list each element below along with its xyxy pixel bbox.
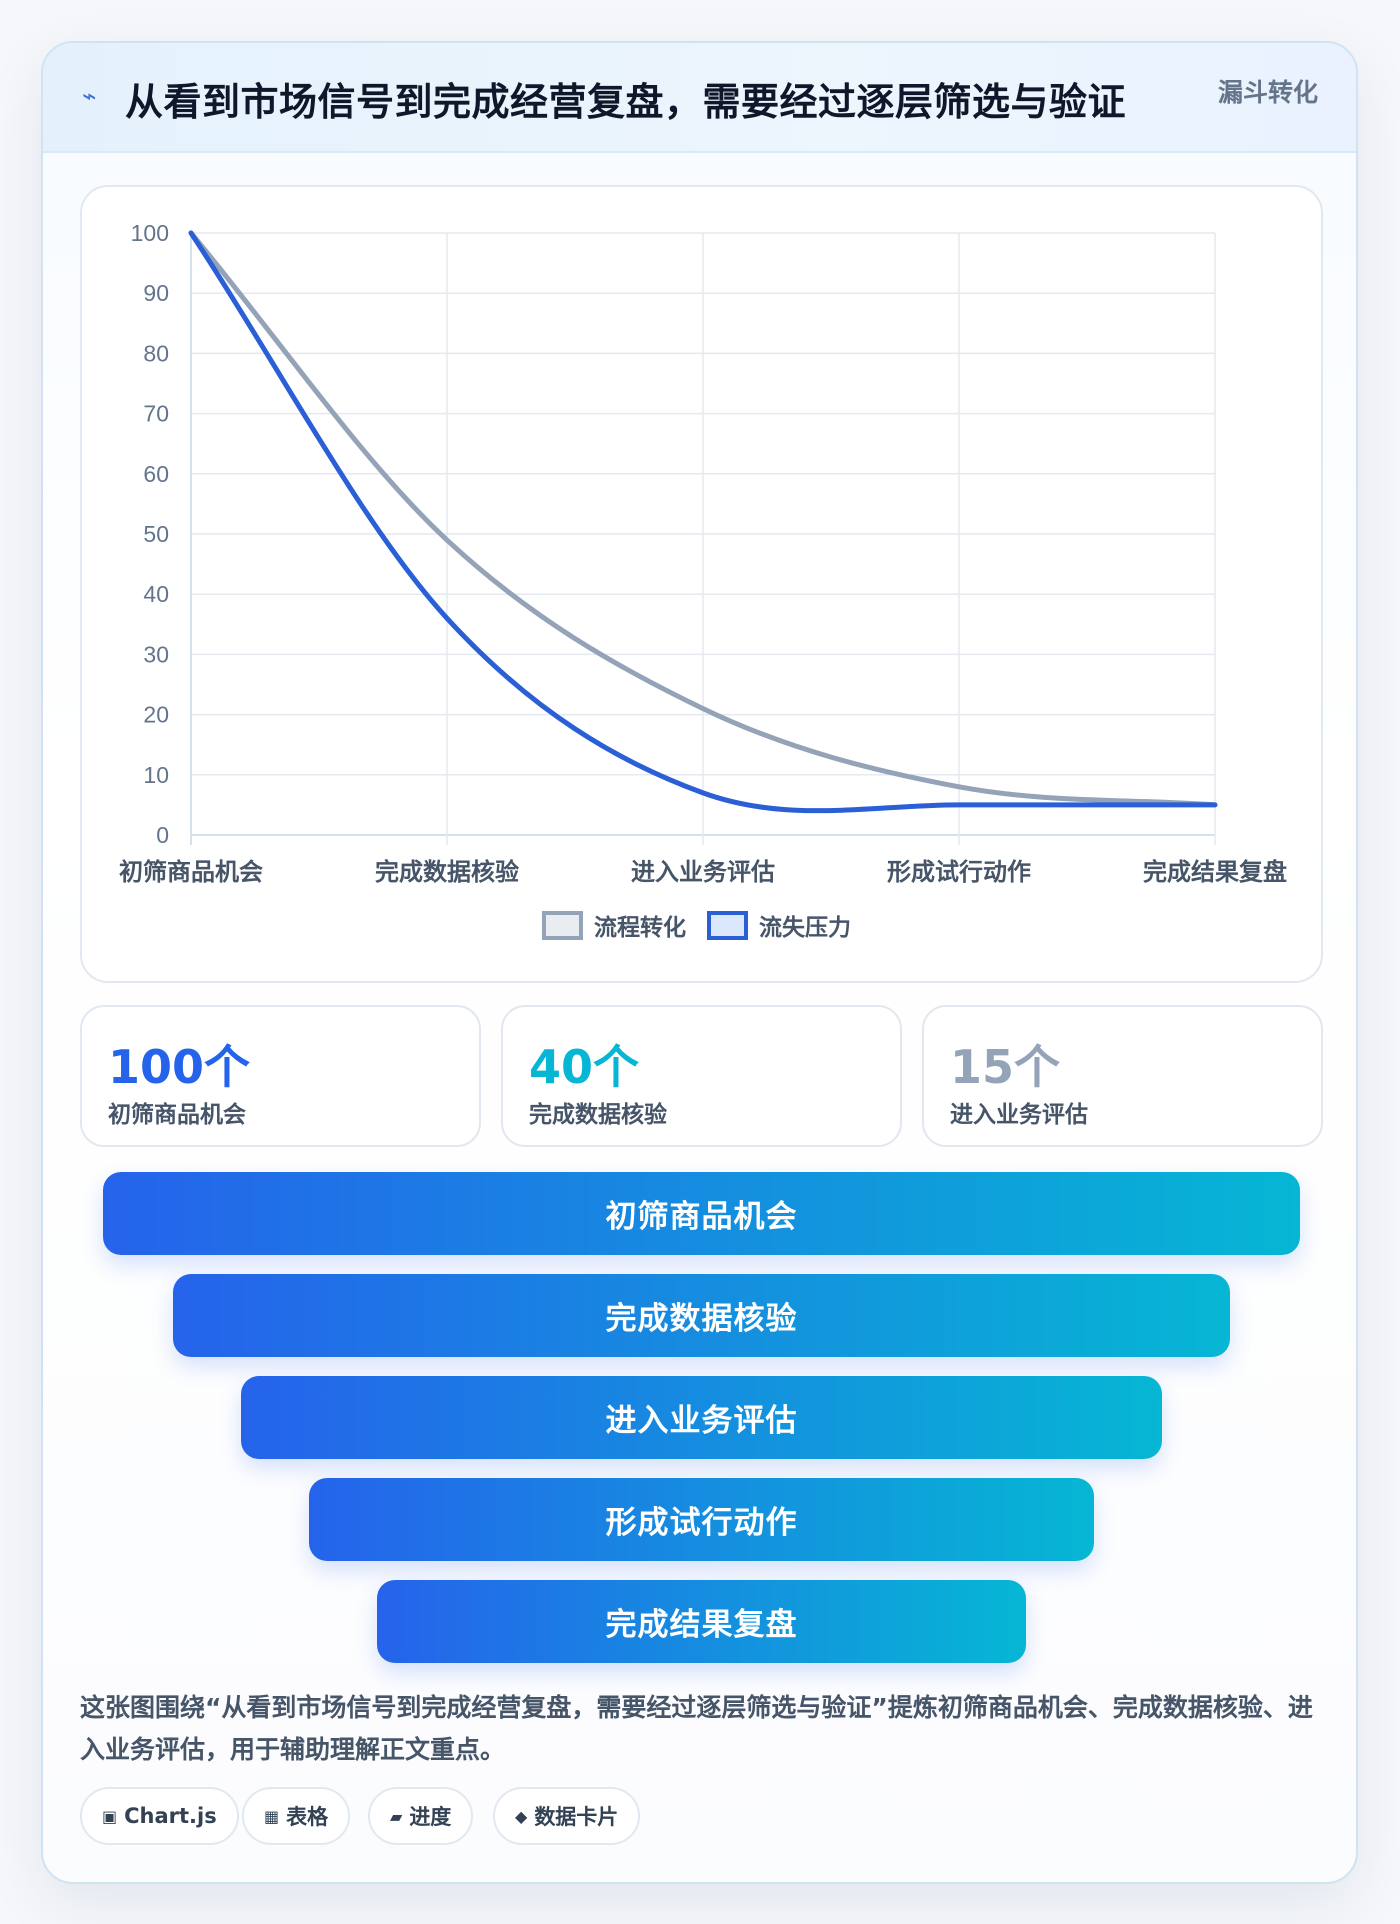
card-header: ⌁ 从看到市场信号到完成经营复盘，需要经过逐层筛选与验证 漏斗转化 <box>43 43 1356 153</box>
y-tick-label: 0 <box>156 822 169 848</box>
y-tick-label: 40 <box>143 581 169 607</box>
x-tick-label: 完成结果复盘 <box>1143 858 1287 886</box>
funnel-stage: 形成试行动作 <box>309 1478 1094 1561</box>
infographic-card: ⌁ 从看到市场信号到完成经营复盘，需要经过逐层筛选与验证 漏斗转化 0 10 20 3… <box>41 41 1358 1884</box>
progress-icon: ▰ <box>390 1806 403 1826</box>
lightning-icon: ⌁ <box>82 82 97 110</box>
category-tag: 漏斗转化 <box>1217 78 1318 107</box>
y-tick-label: 90 <box>143 280 169 306</box>
tag-label: Chart.js <box>124 1804 217 1828</box>
y-tick-label: 10 <box>143 762 169 788</box>
y-tick-label: 50 <box>143 521 169 547</box>
legend-label: 流程转化 <box>594 914 686 941</box>
stat-card: 40个 完成数据核验 <box>501 1005 902 1147</box>
funnel-stage: 完成结果复盘 <box>377 1580 1026 1663</box>
chart-icon: ▣ <box>102 1806 118 1826</box>
tag-progress[interactable]: ▰ 进度 <box>368 1787 474 1845</box>
summary-text: 这张图围绕“从看到市场信号到完成经营复盘，需要经过逐层筛选与验证”提炼初筛商品机… <box>80 1693 1313 1764</box>
legend-swatch <box>707 911 748 940</box>
line-chart: 0 10 20 30 40 50 60 70 80 90 100 初筛商品机会 完成数据核验 进入业务评估… <box>119 220 1287 941</box>
stat-label: 初筛商品机会 <box>108 1102 246 1128</box>
funnel-stage: 完成数据核验 <box>173 1274 1230 1357</box>
chart-panel: 0 10 20 30 40 50 60 70 80 90 100 初筛商品机会 完成数据核验 进入业务评估… <box>80 185 1323 983</box>
y-tick-label: 80 <box>143 340 169 366</box>
y-tick-label: 30 <box>143 641 169 667</box>
legend-label: 流失压力 <box>759 914 851 941</box>
stat-cards: 100个 初筛商品机会 40个 完成数据核验 15个 进入业务评估 <box>80 1005 1323 1147</box>
funnel-stage: 进入业务评估 <box>241 1376 1162 1459</box>
y-tick-label: 20 <box>143 702 169 728</box>
y-tick-label: 70 <box>143 401 169 427</box>
x-tick-label: 初筛商品机会 <box>119 858 263 886</box>
stat-label: 进入业务评估 <box>950 1102 1088 1128</box>
series-line <box>188 230 1218 808</box>
tag-label: 数据卡片 <box>534 1805 619 1829</box>
tag-label: 表格 <box>286 1805 329 1829</box>
legend-swatch <box>542 911 583 940</box>
diamond-icon: ◆ <box>515 1806 528 1826</box>
funnel-stage: 初筛商品机会 <box>103 1172 1300 1255</box>
stat-label: 完成数据核验 <box>529 1102 667 1128</box>
y-tick-label: 100 <box>131 220 169 246</box>
stat-value: 15个 <box>950 1040 1061 1094</box>
tag-table[interactable]: ▦ 表格 <box>242 1787 351 1845</box>
y-tick-label: 60 <box>143 461 169 487</box>
stat-card: 100个 初筛商品机会 <box>80 1005 481 1147</box>
x-tick-label: 完成数据核验 <box>375 858 519 886</box>
stat-card: 15个 进入业务评估 <box>922 1005 1323 1147</box>
tag-label: 进度 <box>409 1805 452 1829</box>
x-tick-label: 形成试行动作 <box>887 858 1031 886</box>
x-tick-label: 进入业务评估 <box>631 858 775 886</box>
table-icon: ▦ <box>264 1806 280 1826</box>
page-title: 从看到市场信号到完成经营复盘，需要经过逐层筛选与验证 <box>125 80 1127 124</box>
series-line <box>188 230 1218 814</box>
stat-value: 40个 <box>529 1040 640 1094</box>
tag-data-card[interactable]: ◆ 数据卡片 <box>493 1787 641 1845</box>
stat-value: 100个 <box>108 1040 251 1094</box>
tag-chartjs[interactable]: ▣ Chart.js <box>80 1787 239 1845</box>
